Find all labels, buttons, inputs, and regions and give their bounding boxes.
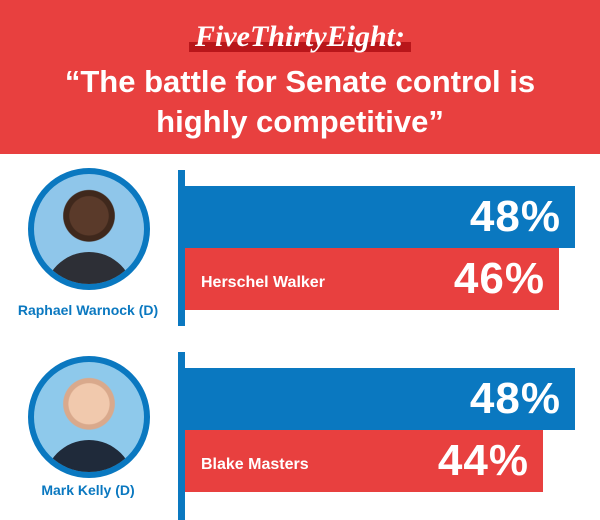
brand-underline [189, 42, 411, 52]
opponent-name-walker: Herschel Walker [201, 274, 325, 291]
bar-kelly: 48% [185, 368, 575, 430]
quote-line-2: highly competitive” [156, 104, 444, 139]
bar-label-masters: 44% [437, 436, 529, 485]
bar-label-kelly: 48% [469, 374, 561, 423]
avatar-shoulders [44, 440, 134, 472]
axis-line-1 [178, 170, 185, 326]
opponent-name-masters: Blake Masters [201, 456, 309, 473]
header-banner: FiveThirtyEight: “The battle for Senate … [0, 0, 600, 154]
avatar-warnock [28, 168, 150, 290]
brand-text: FiveThirtyEight: [195, 20, 405, 53]
candidate-name-2: Mark Kelly (D) [41, 482, 135, 498]
candidate-name-1: Raphael Warnock (D) [17, 302, 159, 318]
bar-walker: Herschel Walker 46% [185, 248, 559, 310]
quote-line-1: “The battle for Senate control is [64, 64, 536, 99]
avatar-shoulders [44, 252, 134, 284]
axis-line-2 [178, 352, 185, 520]
brand-title: FiveThirtyEight: [189, 20, 411, 54]
bar-masters: Blake Masters 44% [185, 430, 543, 492]
quote: “The battle for Senate control is highly… [0, 62, 600, 142]
bar-warnock: 48% [185, 186, 575, 248]
bar-label-warnock: 48% [469, 192, 561, 241]
avatar-kelly [28, 356, 150, 478]
bar-label-walker: 46% [453, 254, 545, 303]
